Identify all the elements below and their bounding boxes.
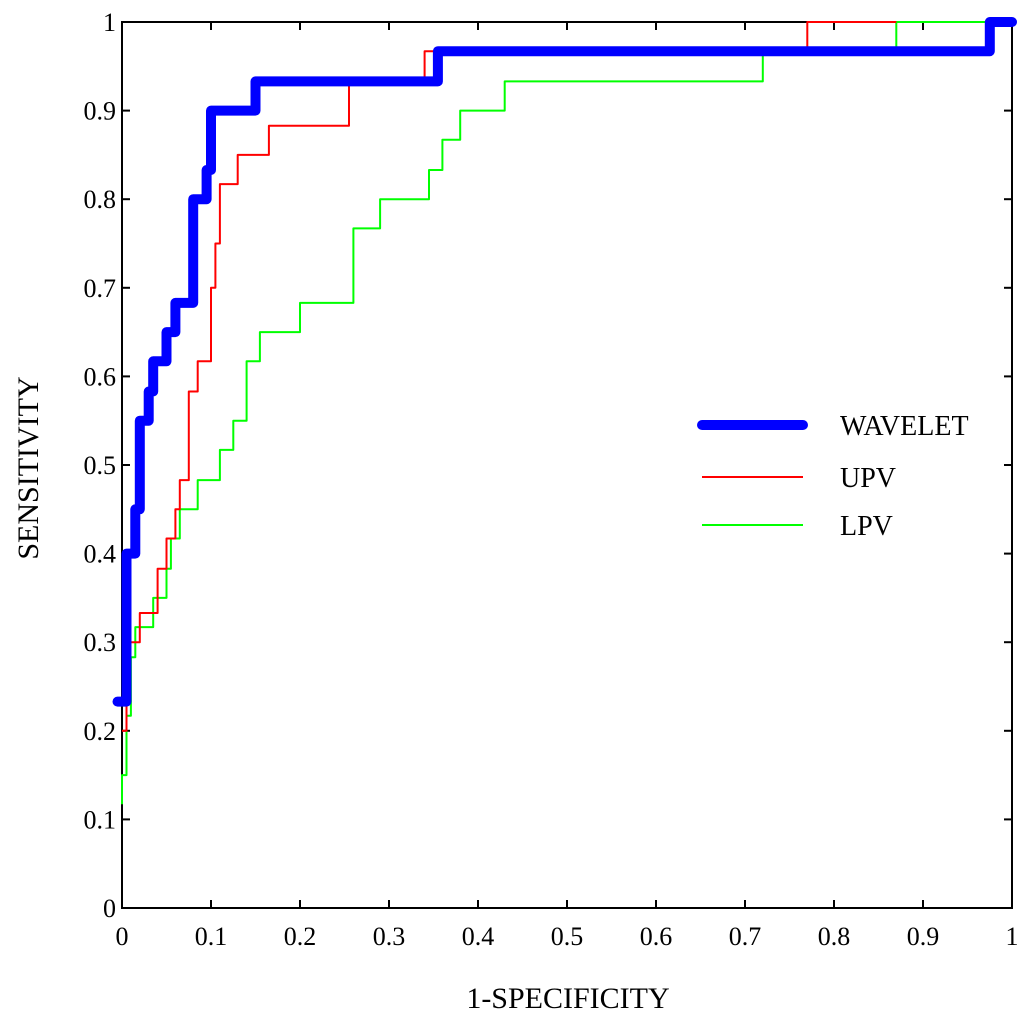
x-tick-label: 1 [1006,922,1019,951]
x-axis-title: 1-SPECIFICITY [466,982,669,1015]
y-tick-label: 0.7 [84,274,117,303]
legend-label-wavelet: WAVELET [840,411,969,442]
x-tick-label: 0.1 [195,922,228,951]
x-tick-label: 0.4 [462,922,495,951]
y-tick-label: 0.4 [84,540,117,569]
series-layer [112,17,1017,805]
legend-label-lpv: LPV [840,511,893,542]
y-tick-label: 0.9 [84,97,117,126]
y-axis-title: SENSITIVITY [12,376,45,559]
y-tick-label: 0.3 [84,628,117,657]
x-axis-ticks: 0 0.1 0.2 0.3 0.4 0.5 0.6 0.7 0.8 0.9 1 [116,22,1019,951]
x-tick-label: 0.2 [284,922,317,951]
legend-label-upv: UPV [840,463,896,494]
legend: WAVELET UPV LPV [697,411,969,542]
y-tick-label: 1 [103,8,116,37]
x-tick-label: 0.6 [640,922,673,951]
y-tick-label: 0.1 [84,805,117,834]
series-line-lpv [121,21,1012,805]
x-tick-label: 0.9 [907,922,940,951]
series-line-upv [122,21,897,732]
x-tick-label: 0.8 [818,922,851,951]
y-tick-label: 0.6 [84,362,117,391]
x-tick-label: 0.7 [729,922,762,951]
y-tick-label: 0 [103,894,116,923]
x-tick-label: 0 [116,922,129,951]
y-tick-label: 0.8 [84,185,117,214]
y-tick-label: 0.2 [84,717,117,746]
y-axis-ticks: 0 0.1 0.2 0.3 0.4 0.5 0.6 0.7 0.8 0.9 1 [84,8,1012,923]
x-tick-label: 0.3 [373,922,406,951]
y-tick-label: 0.5 [84,451,117,480]
series-line-wavelet [112,17,1017,707]
x-tick-label: 0.5 [551,922,584,951]
